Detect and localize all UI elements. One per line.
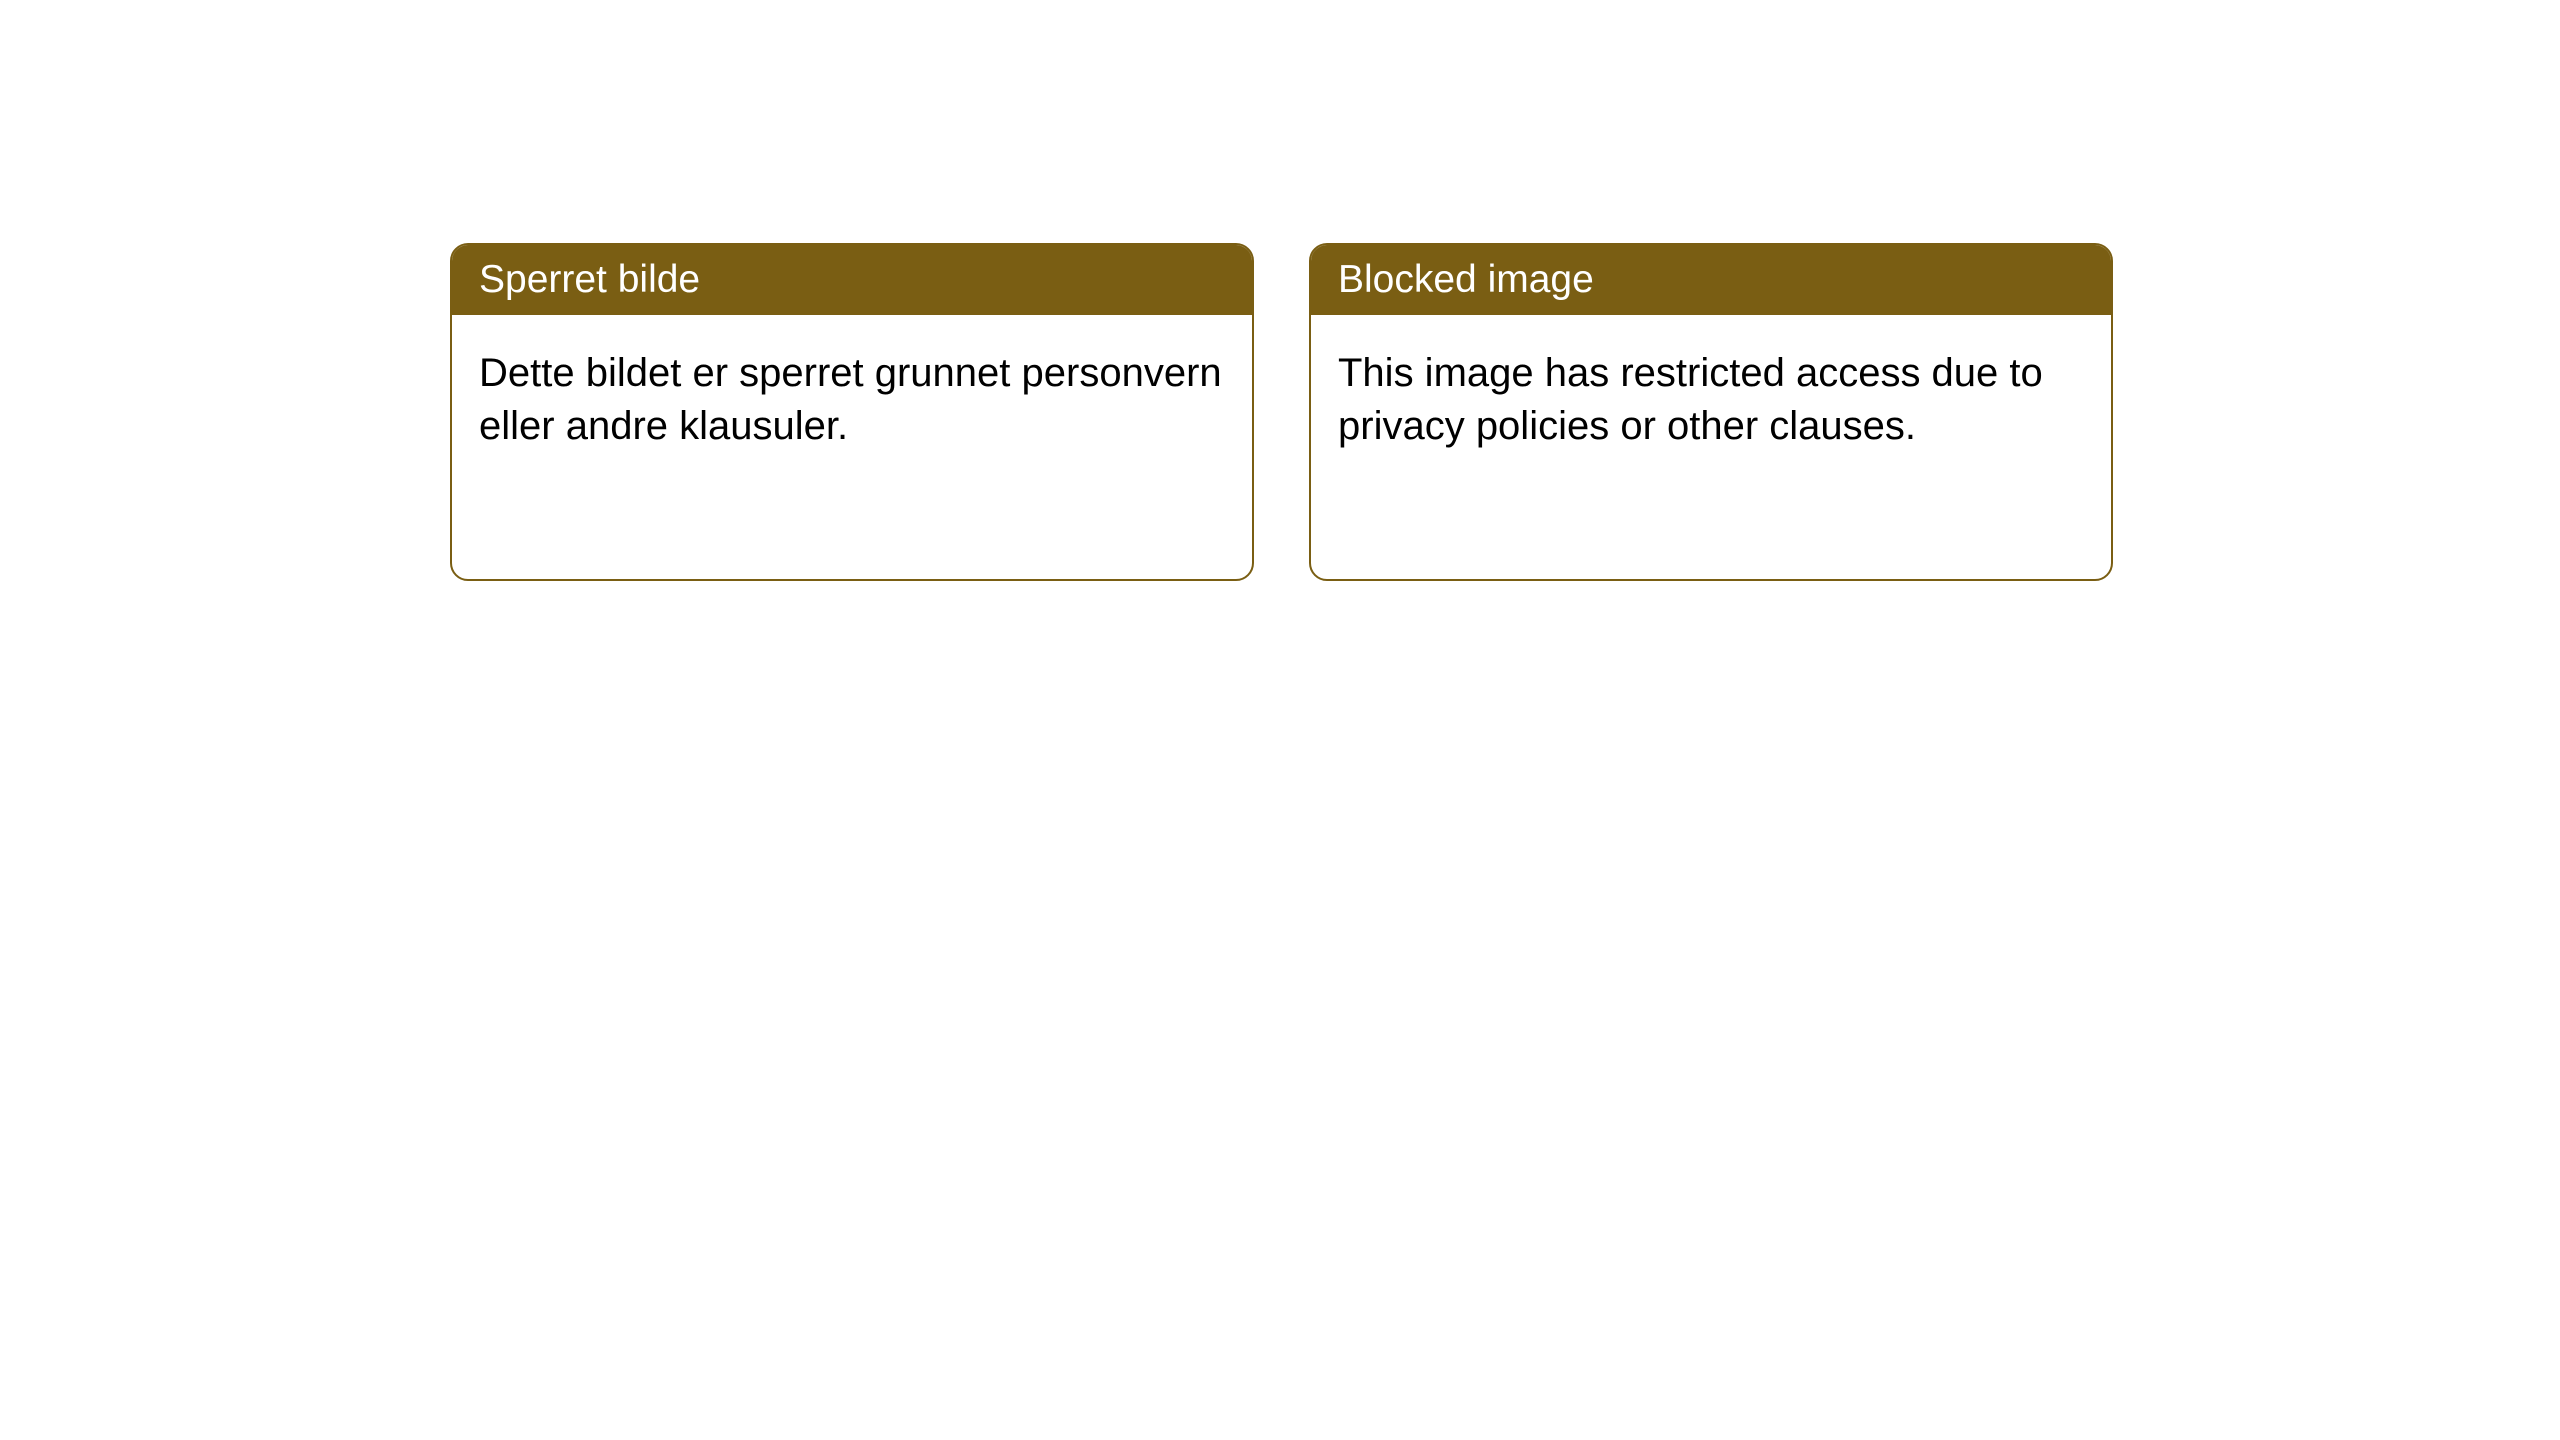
card-title: Sperret bilde [479,258,700,301]
blocked-image-card-english: Blocked image This image has restricted … [1309,243,2113,581]
card-body-text: This image has restricted access due to … [1338,351,2043,448]
card-body: Dette bildet er sperret grunnet personve… [452,315,1252,485]
card-header: Sperret bilde [452,245,1252,315]
card-body-text: Dette bildet er sperret grunnet personve… [479,351,1222,448]
blocked-image-card-norwegian: Sperret bilde Dette bildet er sperret gr… [450,243,1254,581]
blocked-image-notices: Sperret bilde Dette bildet er sperret gr… [450,243,2113,581]
card-header: Blocked image [1311,245,2111,315]
card-title: Blocked image [1338,258,1594,301]
card-body: This image has restricted access due to … [1311,315,2111,485]
